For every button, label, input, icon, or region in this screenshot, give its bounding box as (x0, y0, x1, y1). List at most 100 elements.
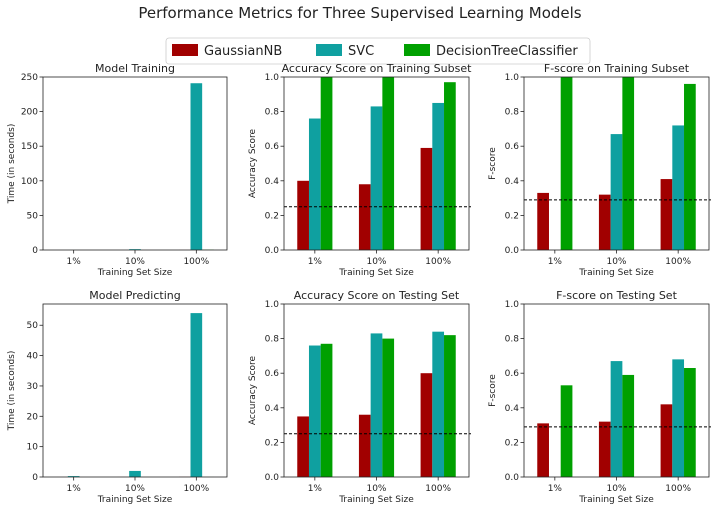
y-tick-label: 0.4 (505, 404, 520, 414)
x-tick-label: 100% (183, 257, 209, 267)
x-tick-label: 1% (548, 257, 563, 267)
x-tick-label: 10% (606, 484, 626, 494)
y-tick-label: 200 (21, 108, 38, 118)
y-tick-label: 1.0 (265, 73, 280, 83)
y-tick-label: 0.0 (265, 473, 280, 483)
y-tick-label: 0.0 (505, 246, 520, 256)
bar-svc-10pct (370, 333, 383, 477)
bar-decisiontreeclassifier-1pct (560, 385, 573, 477)
x-tick-label: 1% (67, 484, 82, 494)
y-tick-label: 0.8 (265, 108, 280, 118)
axes-frame (523, 303, 710, 478)
y-tick-label: 50 (27, 321, 39, 331)
x-axis-label: Training Set Size (338, 268, 414, 278)
legend-frame (165, 37, 591, 65)
y-axis-label: F-score (488, 374, 498, 407)
legend-swatch-svc (316, 44, 342, 56)
bar-svc-100pct (432, 331, 445, 477)
x-tick-label: 100% (425, 484, 451, 494)
subplot-title: Accuracy Score on Testing Set (294, 289, 460, 302)
axes-frame (42, 303, 228, 478)
axes-frame (283, 76, 470, 251)
y-tick-label: 0.2 (265, 211, 279, 221)
x-axis-label: Training Set Size (97, 495, 173, 505)
y-tick-label: 0.8 (505, 335, 520, 345)
x-tick-label: 10% (125, 257, 145, 267)
x-tick-label: 10% (366, 257, 386, 267)
y-tick-label: 40 (27, 352, 39, 362)
legend-swatch-gaussiannb (172, 44, 198, 56)
subplot-title: F-score on Training Subset (544, 62, 690, 75)
subplot-title: Accuracy Score on Training Subset (282, 62, 473, 75)
bar-gaussiannb-100pct (660, 404, 673, 477)
bar-gaussiannb-1pct (537, 192, 549, 250)
legend-label-decisiontreeclassifier: DecisionTreeClassifier (436, 44, 578, 59)
y-tick-label: 1.0 (505, 300, 520, 310)
subplot-title: Model Training (95, 62, 175, 75)
axes-frame (283, 303, 470, 478)
y-tick-label: 20 (27, 412, 39, 422)
bar-gaussiannb-1pct (297, 416, 309, 477)
bar-svc-10pct (610, 134, 623, 250)
axes-frame (42, 76, 228, 251)
bar-decisiontreeclassifier-1pct (560, 77, 573, 250)
y-axis-label: Accuracy Score (248, 128, 258, 198)
x-tick-label: 1% (308, 484, 323, 494)
y-tick-label: 0.6 (265, 369, 280, 379)
bar-gaussiannb-10pct (598, 194, 611, 250)
bar-svc-10pct (129, 249, 141, 250)
axes-frame (523, 76, 710, 251)
bar-svc-100pct (432, 102, 445, 250)
bar-gaussiannb-1pct (537, 423, 549, 477)
x-axis-label: Training Set Size (338, 495, 414, 505)
bar-decisiontreeclassifier-1pct (320, 343, 333, 477)
y-tick-label: 1.0 (265, 300, 280, 310)
legend-swatch-decisiontreeclassifier (404, 44, 430, 56)
y-tick-label: 100 (21, 177, 38, 187)
y-tick-label: 0.0 (505, 473, 520, 483)
bar-decisiontreeclassifier-100pct (684, 83, 696, 250)
y-tick-label: 0.2 (505, 438, 519, 448)
bar-svc-1pct (308, 345, 321, 477)
y-tick-label: 10 (27, 443, 39, 453)
y-tick-label: 0.0 (265, 246, 280, 256)
x-tick-label: 10% (125, 484, 145, 494)
x-axis-label: Training Set Size (97, 268, 173, 278)
x-tick-label: 100% (665, 484, 691, 494)
y-tick-label: 0.2 (505, 211, 519, 221)
y-tick-label: 0.4 (505, 177, 520, 187)
subplot-acc-test: 1% 10% 100% 0.0 0.2 0.4 0.6 0.8 1.0 Accuracy Scor… (248, 289, 471, 505)
bar-decisiontreeclassifier-100pct (444, 335, 456, 477)
bar-gaussiannb-100pct (420, 147, 433, 250)
y-tick-label: 0 (32, 246, 38, 256)
y-axis-label: F-score (488, 147, 498, 180)
x-axis-label: Training Set Size (578, 495, 654, 505)
bar-decisiontreeclassifier-100pct (684, 368, 696, 477)
bar-gaussiannb-1pct (297, 180, 309, 250)
subplot-title: F-score on Testing Set (556, 289, 677, 302)
x-axis-label: Training Set Size (578, 268, 654, 278)
bar-decisiontreeclassifier-10pct (622, 77, 635, 250)
subplot-title: Model Predicting (89, 289, 180, 302)
bar-decisiontreeclassifier-10pct (622, 374, 635, 477)
subplot-f-test: 1% 10% 100% 0.0 0.2 0.4 0.6 0.8 1.0 F-score on Te… (488, 289, 711, 505)
bar-svc-100pct (672, 125, 685, 250)
bar-decisiontreeclassifier-10pct (382, 77, 395, 250)
y-tick-label: 0.4 (265, 404, 280, 414)
y-tick-label: 0.4 (265, 177, 280, 187)
bar-svc-1pct (308, 118, 321, 251)
legend: GaussianNB SVC DecisionTreeClassifier (165, 37, 591, 65)
y-tick-label: 0.6 (505, 369, 520, 379)
y-tick-label: 50 (27, 211, 39, 221)
y-tick-label: 0.6 (265, 142, 280, 152)
bar-decisiontreeclassifier-10pct (382, 338, 395, 477)
x-tick-label: 1% (548, 484, 563, 494)
bar-svc-100pct (672, 359, 685, 477)
x-tick-label: 10% (606, 257, 626, 267)
bar-svc-100pct (190, 313, 203, 477)
bar-svc-1pct (67, 476, 80, 477)
y-tick-label: 0 (32, 473, 38, 483)
bar-decisiontreeclassifier-100pct (444, 82, 456, 250)
y-axis-label: Time (in seconds) (7, 351, 17, 432)
